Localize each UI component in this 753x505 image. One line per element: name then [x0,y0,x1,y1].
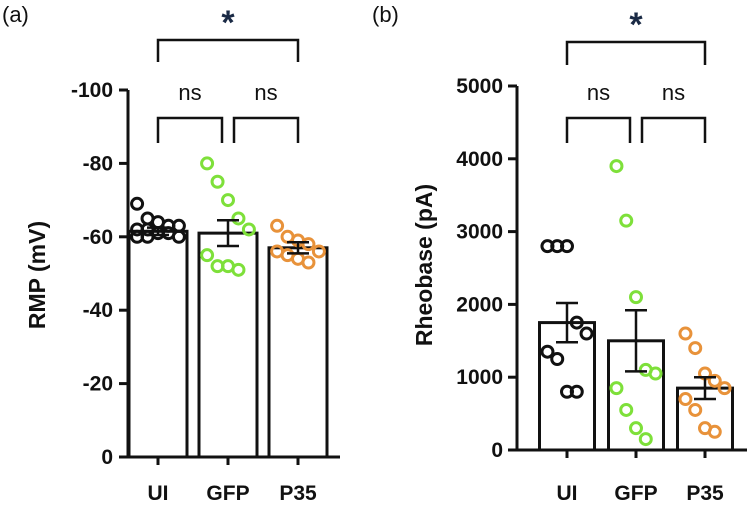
panel-b-point-p35 [707,424,722,439]
panel-b-point-gfp [629,290,643,305]
panel-b-point-ui [569,384,584,399]
panel-a: (a) RMP (mV) 0 -20 -40 -60 -80 -100 UI GFP P35 n… [2,2,340,505]
panel-b-x-tick-label-ui: UI [557,482,578,505]
panel-b-point-ui [540,344,555,359]
panel-a-point-gfp [231,262,246,277]
panel-a-comparison-bracket [156,116,224,143]
panel-b-point-ui [569,315,584,330]
panel-a-point-gfp [221,193,235,208]
panel-b-point-gfp [629,421,643,436]
panel-a-comparisons: ns ns * [156,4,300,143]
panel-b-x-tick-label-p35: P35 [686,482,724,505]
panel-b-point-p35 [707,373,722,388]
panel-a-point-gfp [241,222,256,237]
panel-b-point-ui [550,352,565,366]
panel-b-y-tick-label: 5000 [456,75,503,98]
panel-a-significance-ns: ns [178,80,201,105]
panel-a-x-tick-label-ui: UI [148,482,169,505]
panel-a-point-gfp [210,174,225,189]
panel-b-error-bars [556,301,716,401]
panel-a-point-ui [130,196,145,211]
panel-b-point-p35 [688,402,703,417]
panel-a-significance-star: * [221,4,235,42]
panel-b-point-gfp [619,402,634,417]
panel-a-point-p35 [270,218,285,233]
panel-b-point-p35 [678,326,693,341]
panel-a-point-ui [140,229,155,244]
panel-a-y-tick-label: -80 [83,152,113,175]
panel-a-point-gfp [231,211,246,226]
panel-a-point-gfp [200,156,215,171]
panel-b: (b) Rheobase (pA) 0 1000 2000 3000 4000 5000 U… [372,2,747,505]
panel-a-significance-ns: ns [254,80,277,105]
panel-a-bar-p35 [267,246,329,459]
panel-b-comparison-bracket [640,116,707,143]
panel-b-point-ui [560,239,574,254]
panel-b-points [540,159,732,447]
panel-b-significance-ns: ns [587,80,610,105]
panel-a-point-p35 [311,244,326,259]
panel-b-x-tick-label-gfp: GFP [614,482,657,505]
panel-a-point-p35 [301,255,316,270]
panel-a-point-p35 [301,237,316,252]
panel-b-point-gfp [648,366,663,381]
panel-b-y-tick-label: 3000 [456,221,503,244]
panel-a-comparison-bracket [156,38,300,62]
panel-b-point-gfp [619,213,634,228]
panel-a-point-gfp [200,248,215,263]
panel-b-point-gfp [609,159,624,174]
panel-a-x-tick-label-gfp: GFP [206,482,249,505]
panel-a-y-tick-label: -20 [83,373,113,396]
panel-b-comparisons: ns ns * [565,6,707,143]
panel-b-y-tick-label: 4000 [456,148,503,171]
panel-b-point-gfp [609,381,624,396]
panel-a-y-tick-label: -100 [71,79,113,102]
panel-b-significance-ns: ns [662,80,685,105]
panel-b-y-tick-label: 0 [491,439,503,462]
panel-a-point-ui [171,229,186,244]
panel-b-label: (b) [372,2,399,27]
panel-b-comparison-bracket [565,116,632,143]
panel-a-y-axis-label: RMP (mV) [24,221,50,329]
panel-b-y-axis-label: Rheobase (pA) [411,184,437,346]
panel-a-label: (a) [2,2,29,27]
panel-a-y-tick-label: -60 [83,226,113,249]
panel-a-y-tick-label: -40 [83,299,113,322]
panel-a-x-tick-label-p35: P35 [279,482,317,505]
panel-b-point-p35 [688,341,703,356]
panel-b-point-p35 [717,381,732,396]
panel-a-y-tick-label: 0 [101,446,113,469]
panel-b-point-gfp [638,432,653,447]
panel-a-bar-gfp [197,231,259,459]
panel-b-y-tick-label: 2000 [456,293,503,316]
panel-a-error-bars [147,219,309,255]
panel-b-point-p35 [678,392,693,407]
panel-b-y-tick-label: 1000 [456,366,503,389]
panel-a-comparison-bracket [232,116,300,143]
panel-b-point-ui [579,326,594,341]
panel-b-comparison-bracket [565,40,707,65]
panel-b-axes: 0 1000 2000 3000 4000 5000 UI GFP P35 [456,75,747,505]
panel-a-axes: 0 -20 -40 -60 -80 -100 UI GFP P35 [71,79,340,505]
panel-b-significance-star: * [629,6,643,44]
panel-a-bar-ui [127,229,189,459]
